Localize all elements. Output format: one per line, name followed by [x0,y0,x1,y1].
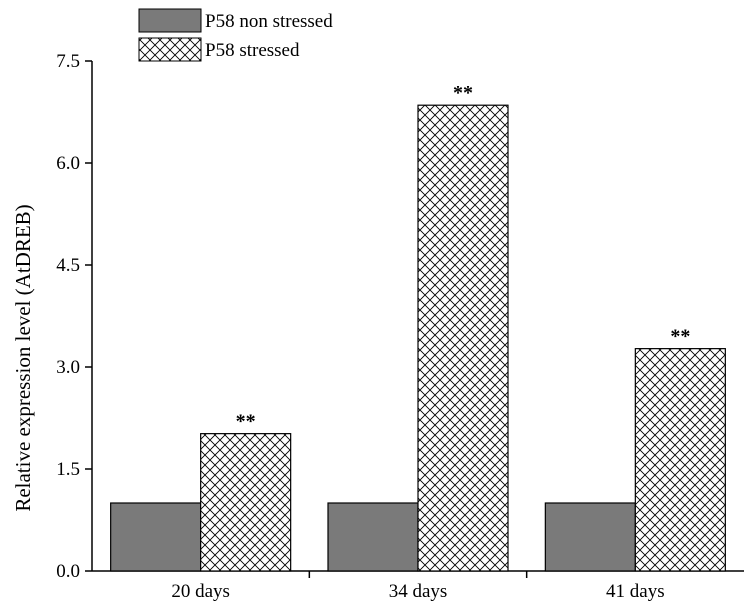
y-tick-label: 1.5 [56,459,80,480]
legend-label-0: P58 non stressed [205,11,333,32]
legend-item-0: P58 non stressed [138,8,333,33]
x-tick-label: 34 days [389,581,448,602]
legend: P58 non stressed P58 stressed [138,8,333,62]
y-tick-label: 0.0 [56,561,80,582]
bar-0-1 [327,502,419,572]
y-axis: 0.0 1.5 3.0 4.5 6.0 7.5 [56,51,93,582]
bar-1-1 [417,104,509,572]
legend-swatch-1 [138,37,202,62]
legend-item-1: P58 stressed [138,37,300,62]
bar-0-2 [544,502,636,572]
legend-label-1: P58 stressed [205,40,300,61]
significance-label: ** [236,411,256,433]
bar-1-2 [634,348,726,572]
significance-label: ** [670,326,690,348]
x-axis: 20 days 34 days 41 days [92,570,744,602]
bar-0-0 [110,502,202,572]
y-tick-label: 3.0 [56,357,80,378]
y-axis-label: Relative expression level (AtDREB) [11,204,35,511]
bar-1-0 [200,433,292,572]
x-tick-label: 41 days [606,581,665,602]
x-tick-label: 20 days [171,581,230,602]
legend-swatch-0 [138,8,202,33]
y-tick-label: 6.0 [56,153,80,174]
y-tick-label: 7.5 [56,51,80,72]
y-tick-label: 4.5 [56,255,80,276]
significance-label: ** [453,82,473,104]
bars: ** ** ** [110,82,726,572]
